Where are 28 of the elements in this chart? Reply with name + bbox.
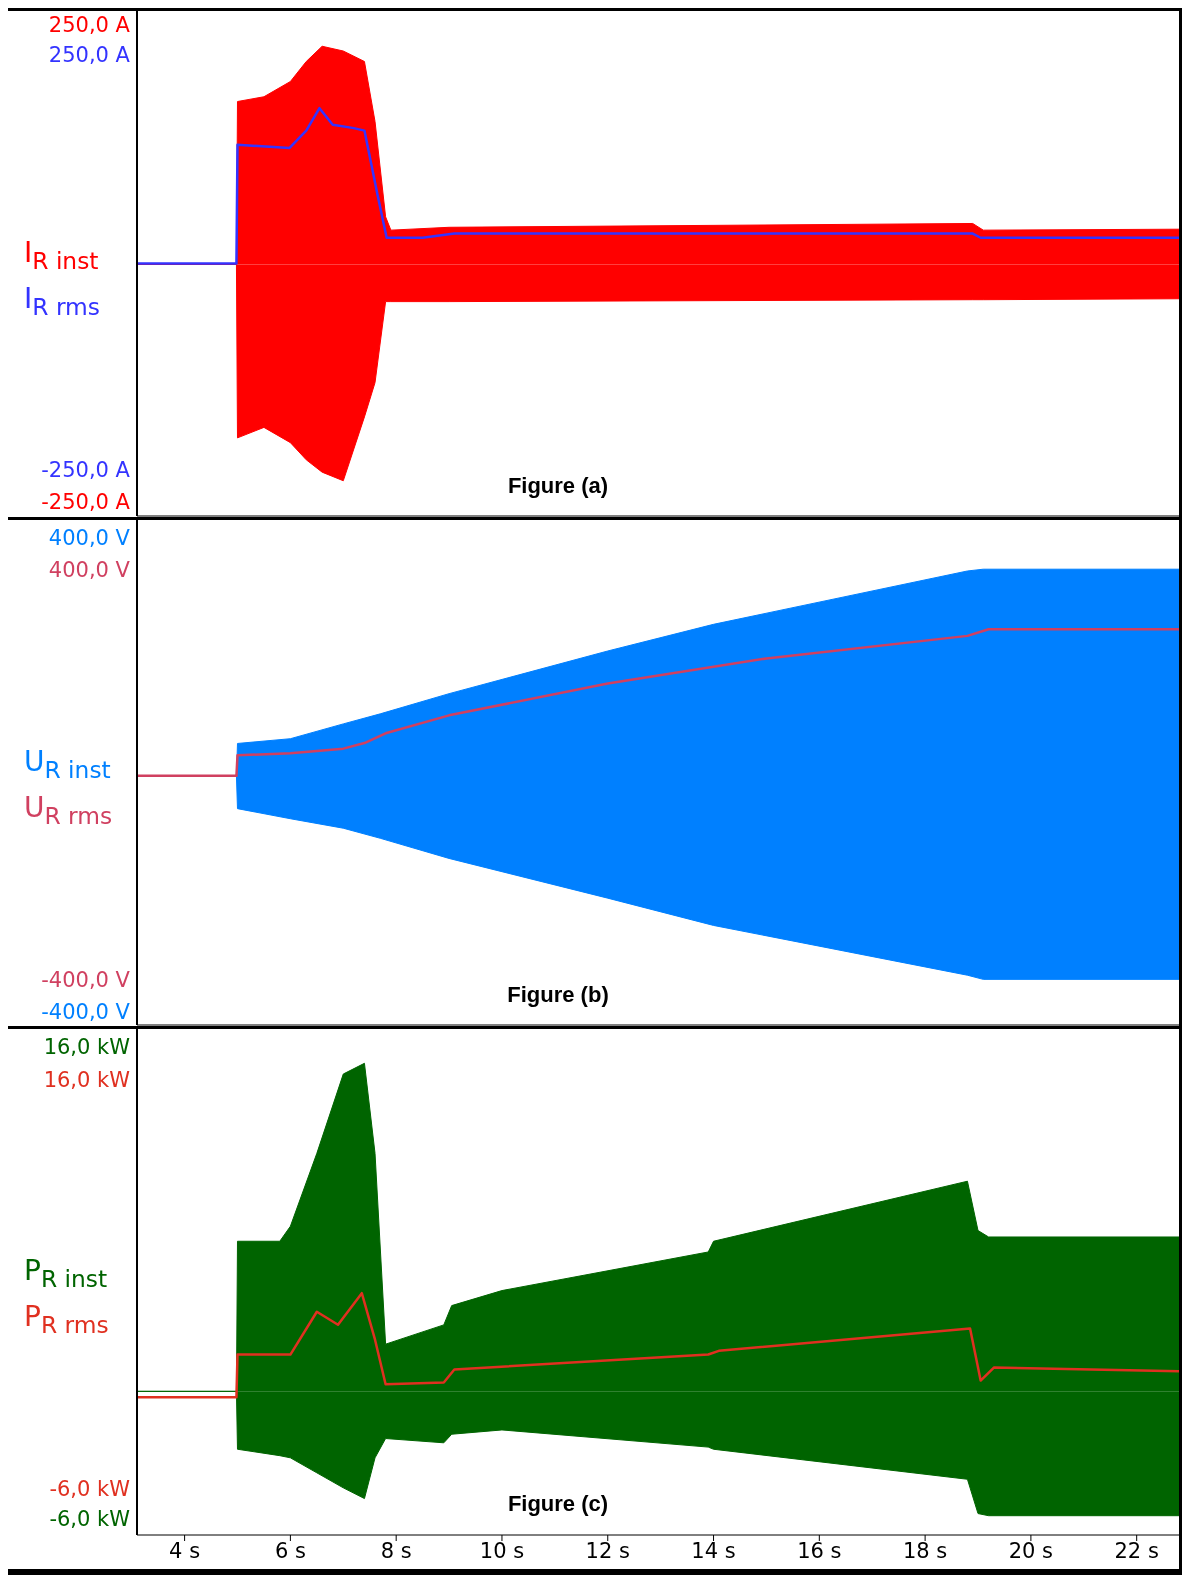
x-tick-label: 12 s bbox=[585, 1538, 630, 1563]
series-label: I$_{R rms}$ bbox=[24, 280, 100, 323]
y-tick-label: 250,0 A bbox=[48, 13, 131, 38]
x-tick-label: 8 s bbox=[380, 1538, 412, 1563]
y-tick-label: -400,0 V bbox=[41, 1000, 131, 1025]
y-tick-label: 400,0 V bbox=[48, 525, 131, 550]
x-tick-label: 10 s bbox=[479, 1538, 525, 1563]
line-series bbox=[137, 106, 1179, 265]
y-tick-label: 16,0 kW bbox=[43, 1035, 131, 1060]
text: P$_{R inst}$ bbox=[24, 1253, 109, 1295]
x-tick-label: 20 s bbox=[1008, 1538, 1054, 1563]
series-label: U$_{R inst}$ bbox=[24, 744, 112, 786]
line-series bbox=[137, 627, 1179, 778]
x-tick-label: 4 s bbox=[169, 1538, 201, 1563]
annotation: Figure (c) bbox=[506, 1491, 610, 1517]
series-label: I$_{R inst}$ bbox=[24, 235, 100, 277]
x-tick-label: 16 s bbox=[797, 1538, 842, 1563]
annotation: Figure (b) bbox=[506, 982, 610, 1008]
y-tick-label: -6,0 kW bbox=[49, 1506, 131, 1531]
x-tick-label: 6 s bbox=[274, 1538, 306, 1563]
line-series bbox=[137, 1291, 1179, 1399]
x-tick-label: 22 s bbox=[1114, 1538, 1159, 1563]
x-tick-label: 14 s bbox=[691, 1538, 736, 1563]
y-tick-label: -250,0 A bbox=[41, 489, 131, 514]
annotation: Figure (a) bbox=[506, 473, 610, 499]
x-tick-label: 18 s bbox=[902, 1538, 948, 1563]
text: P$_{R rms}$ bbox=[24, 1298, 109, 1341]
series-label: U$_{R rms}$ bbox=[24, 789, 113, 832]
